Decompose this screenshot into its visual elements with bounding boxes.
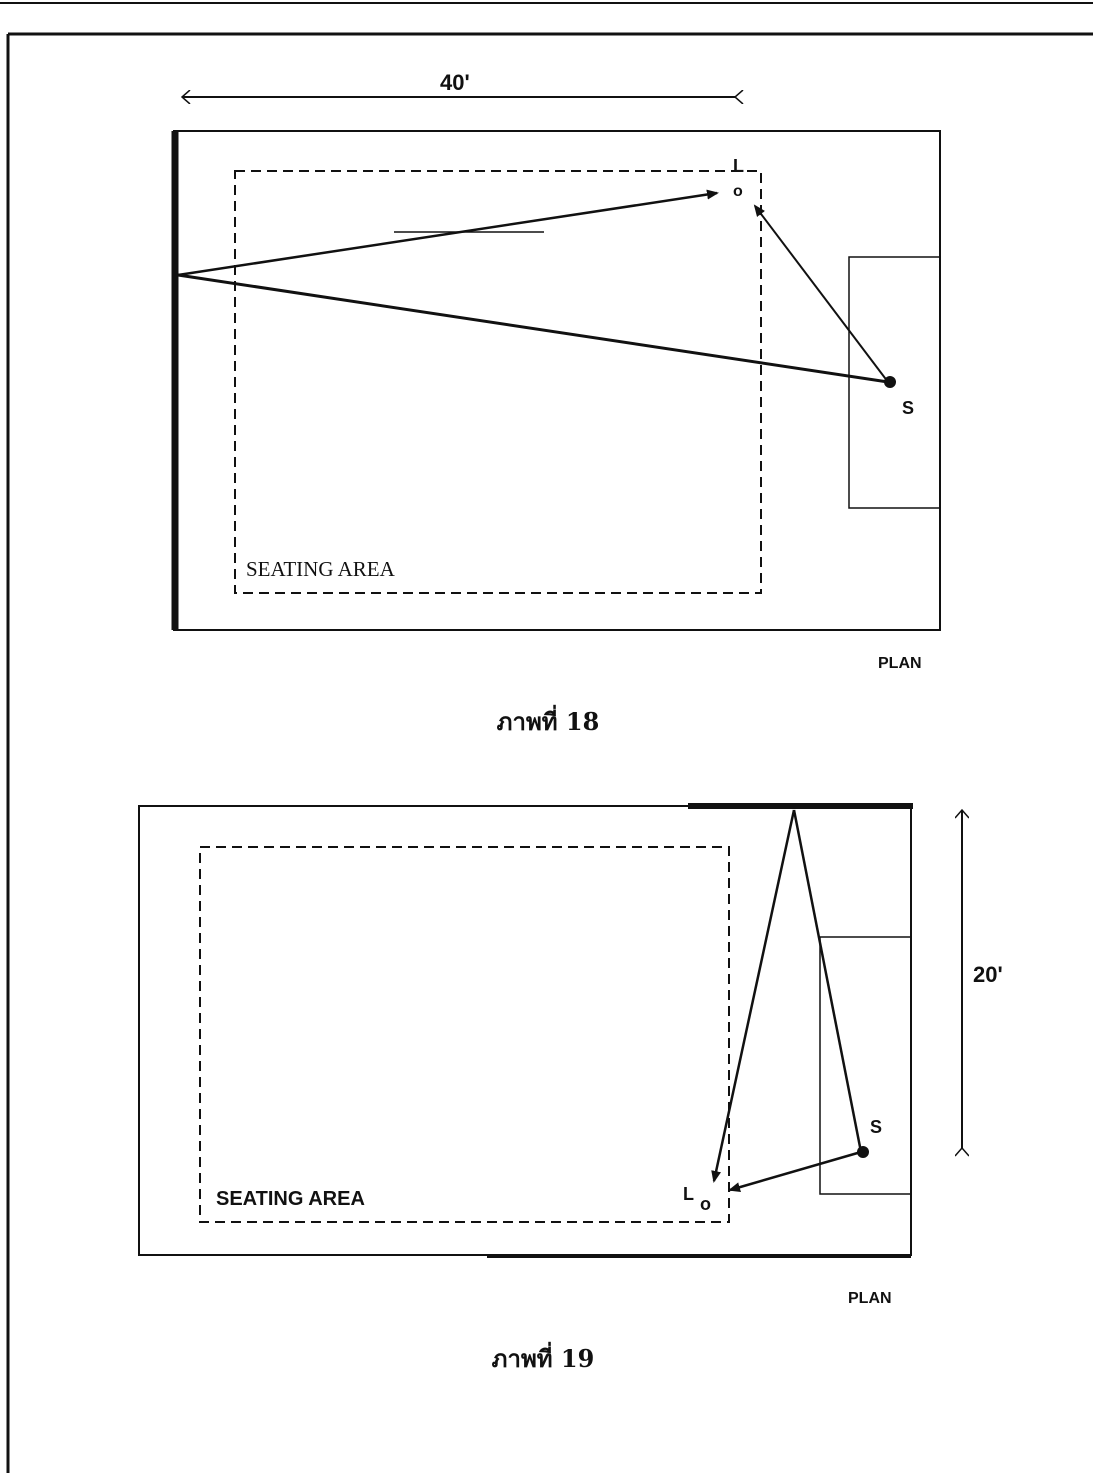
- room-outline: [173, 130, 941, 631]
- listener-label: L: [733, 156, 744, 176]
- seating-area-label: SEATING AREA: [246, 557, 396, 581]
- stage-outline: [848, 256, 941, 509]
- source-label: S: [870, 1117, 882, 1137]
- plan-label: PLAN: [848, 1290, 892, 1307]
- source-point: [857, 1146, 869, 1158]
- listener-label: L: [683, 1184, 694, 1204]
- seating-area-outline: [234, 170, 762, 594]
- dimension-label-20: 20': [973, 962, 1003, 987]
- figure-19-caption: ภาพที่ 19: [492, 1341, 595, 1373]
- figure-19-diagram: SEATING AREA 20' S L o PLAN: [138, 803, 1003, 1307]
- stage-outline: [819, 936, 912, 1195]
- ray-source-to-wall: [792, 809, 863, 1153]
- ray-source-to-wall: [177, 273, 889, 384]
- source-label: S: [902, 398, 914, 418]
- source-point: [884, 376, 896, 388]
- listener-marker: o: [733, 183, 743, 200]
- dimension-label-40: 40': [440, 70, 470, 95]
- seating-area-outline: [199, 846, 730, 1223]
- ray-source-to-listener: [753, 204, 889, 383]
- ray-wall-to-listener: [711, 809, 796, 1183]
- plan-label: PLAN: [878, 655, 922, 672]
- figure-18-caption: ภาพที่ 18: [497, 704, 600, 736]
- seating-area-label: SEATING AREA: [216, 1188, 365, 1210]
- ray-wall-to-listener: [177, 189, 719, 277]
- listener-marker: o: [700, 1194, 711, 1214]
- ray-source-to-listener: [728, 1150, 862, 1193]
- figure-18-diagram: 40' SEATING AREA S L o PLAN: [171, 70, 941, 672]
